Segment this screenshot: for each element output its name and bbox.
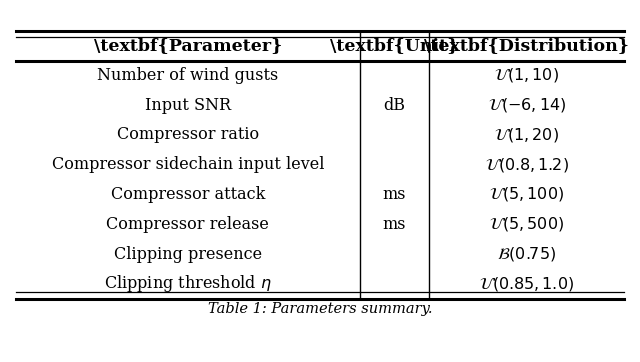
Text: $\mathcal{U}(1,20)$: $\mathcal{U}(1,20)$ bbox=[494, 126, 559, 144]
Text: ms: ms bbox=[383, 186, 406, 203]
Text: Compressor attack: Compressor attack bbox=[111, 186, 265, 203]
Text: Number of wind gusts: Number of wind gusts bbox=[97, 67, 278, 84]
Text: $\mathcal{U}(1,10)$: $\mathcal{U}(1,10)$ bbox=[494, 66, 559, 84]
Text: Input SNR: Input SNR bbox=[145, 97, 231, 114]
Text: $\mathcal{U}(5,500)$: $\mathcal{U}(5,500)$ bbox=[489, 215, 564, 233]
Text: Compressor ratio: Compressor ratio bbox=[116, 126, 259, 143]
Text: Clipping presence: Clipping presence bbox=[114, 245, 262, 262]
Text: Compressor sidechain input level: Compressor sidechain input level bbox=[51, 156, 324, 173]
Text: $\mathcal{U}(5,100)$: $\mathcal{U}(5,100)$ bbox=[489, 185, 564, 203]
Text: $\mathcal{B}(0.75)$: $\mathcal{B}(0.75)$ bbox=[497, 245, 556, 263]
Text: \textbf{Distribution}: \textbf{Distribution} bbox=[424, 37, 629, 54]
Text: \textbf{Unit}: \textbf{Unit} bbox=[330, 37, 459, 54]
Text: $\mathcal{U}(0.85,1.0)$: $\mathcal{U}(0.85,1.0)$ bbox=[479, 275, 574, 293]
Text: dB: dB bbox=[383, 97, 406, 114]
Text: Table 1: Parameters summary.: Table 1: Parameters summary. bbox=[208, 302, 432, 316]
Text: ms: ms bbox=[383, 216, 406, 233]
Text: Compressor release: Compressor release bbox=[106, 216, 269, 233]
Text: \textbf{Parameter}: \textbf{Parameter} bbox=[93, 37, 282, 54]
Text: Clipping threshold $\eta$: Clipping threshold $\eta$ bbox=[104, 273, 271, 294]
Text: $\mathcal{U}(-6,14)$: $\mathcal{U}(-6,14)$ bbox=[488, 96, 566, 114]
Text: $\mathcal{U}(0.8,1.2)$: $\mathcal{U}(0.8,1.2)$ bbox=[484, 156, 569, 174]
